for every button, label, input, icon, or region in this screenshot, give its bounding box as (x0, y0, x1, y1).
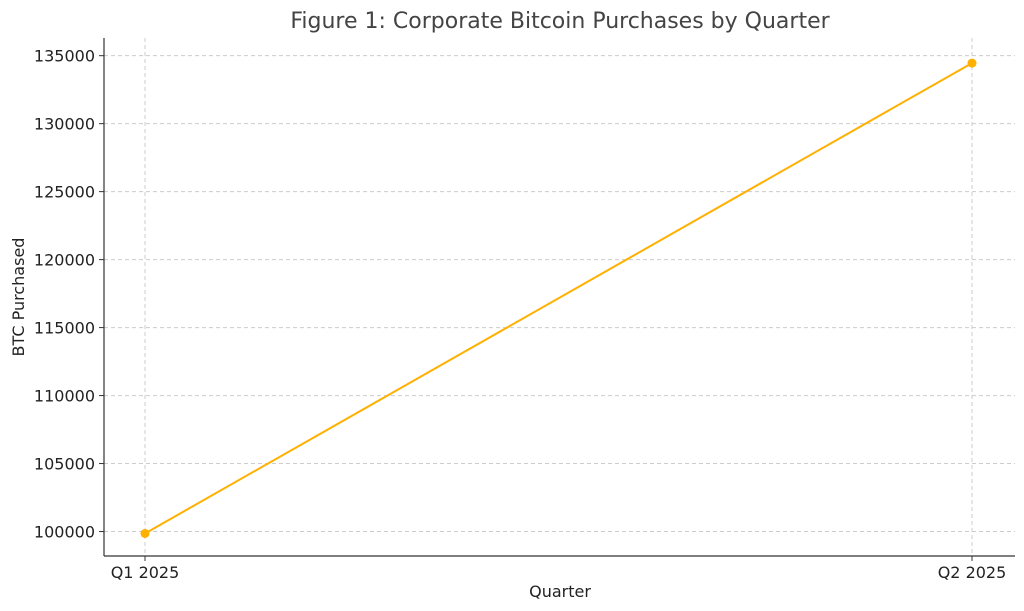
x-tick-label: Q1 2025 (111, 563, 180, 582)
data-point (140, 528, 150, 538)
series (140, 58, 977, 538)
y-tick-label: 130000 (34, 115, 95, 134)
y-tick-label: 110000 (34, 387, 95, 406)
data-point (967, 58, 977, 68)
y-tick-label: 100000 (34, 523, 95, 542)
ticks: 100000 105000 110000 115000 120000 125000 1300… (34, 47, 1006, 582)
x-tick-label: Q2 2025 (938, 563, 1007, 582)
x-axis-label: Quarter (529, 582, 591, 601)
y-tick-label: 125000 (34, 183, 95, 202)
grid (104, 38, 1015, 556)
y-tick-label: 115000 (34, 319, 95, 338)
series-line (144, 62, 973, 535)
y-tick-label: 105000 (34, 455, 95, 474)
y-tick-label: 135000 (34, 47, 95, 66)
chart-title: Figure 1: Corporate Bitcoin Purchases by… (290, 9, 830, 34)
y-axis-label: BTC Purchased (9, 238, 28, 357)
axes (103, 38, 1015, 557)
y-tick-label: 120000 (34, 251, 95, 270)
